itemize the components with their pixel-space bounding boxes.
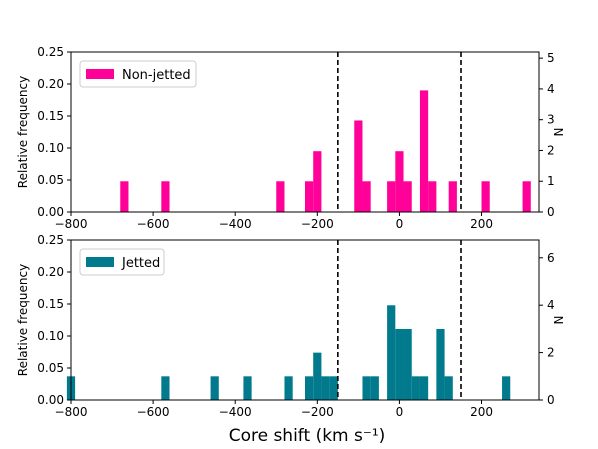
histogram-bar xyxy=(436,328,445,400)
x-tick-label: −600 xyxy=(137,405,170,419)
x-tick-label: 200 xyxy=(470,405,493,419)
histogram-bar xyxy=(428,181,437,212)
y-tick-label: 0.10 xyxy=(37,329,64,343)
histogram-bar xyxy=(448,181,457,212)
y2-tick-label: 4 xyxy=(547,298,555,312)
y2-tick-label: 4 xyxy=(547,82,555,96)
x-tick-label: −400 xyxy=(219,217,252,231)
histogram-bar xyxy=(387,305,396,400)
histogram-bar xyxy=(403,328,412,400)
y2-tick-label: 1 xyxy=(547,174,555,188)
y-tick-label: 0.05 xyxy=(37,361,64,375)
x-tick-label: −400 xyxy=(219,405,252,419)
histogram-bar xyxy=(395,151,404,212)
y2-axis-label: N xyxy=(552,316,566,325)
y-tick-label: 0.15 xyxy=(37,109,64,123)
legend-label: Non-jetted xyxy=(122,68,191,83)
non-jetted-panel: −800 −600 −400 −200 0 200 0.00 0.05 0.10 0.15 0.20… xyxy=(16,45,566,231)
histogram-bar xyxy=(522,181,531,212)
histogram-bar xyxy=(362,376,371,400)
x-tick-label: −600 xyxy=(137,217,170,231)
y-tick-label: 0.20 xyxy=(37,265,64,279)
histogram-bar xyxy=(419,90,429,212)
histogram-bar xyxy=(276,181,285,212)
y-axis-label: Relative frequency xyxy=(16,264,30,376)
histogram-bar xyxy=(354,120,363,212)
y-tick-label: 0.00 xyxy=(37,205,64,219)
y2-tick-label: 0 xyxy=(547,393,555,407)
y2-tick-label: 3 xyxy=(547,113,555,127)
histogram-bar xyxy=(120,181,129,212)
legend-box xyxy=(79,248,165,276)
y-axis-label: Relative frequency xyxy=(16,76,30,188)
x-tick-label: −200 xyxy=(301,217,334,231)
legend-swatch xyxy=(86,257,114,267)
axes-frame xyxy=(70,51,540,213)
legend-box xyxy=(79,60,197,88)
y-tick-label: 0.05 xyxy=(37,173,64,187)
y2-tick-label: 6 xyxy=(547,251,555,265)
y2-tick-label: 5 xyxy=(547,51,555,65)
histogram-bar xyxy=(502,376,511,400)
histogram-bar xyxy=(161,376,170,400)
y-tick-label: 0.25 xyxy=(37,233,64,247)
histogram-bar xyxy=(321,376,330,400)
histogram-bar xyxy=(370,376,379,400)
histogram-bar xyxy=(444,376,453,400)
y2-tick-label: 2 xyxy=(547,346,555,360)
jetted-panel: −800 −600 −400 −200 0 200 0.00 0.05 0.10 0.15 0.20… xyxy=(16,233,566,419)
histogram-bar xyxy=(362,181,371,212)
y-tick-label: 0.15 xyxy=(37,297,64,311)
histogram-bar xyxy=(210,376,219,400)
histogram-bar xyxy=(419,376,429,400)
y2-axis-label: N xyxy=(552,128,566,137)
axes-frame xyxy=(70,239,540,401)
histogram-bar xyxy=(481,181,490,212)
y-tick-label: 0.00 xyxy=(37,393,64,407)
x-tick-label: −800 xyxy=(55,217,88,231)
histogram-bar xyxy=(305,376,314,400)
histogram-bar xyxy=(411,376,420,400)
x-tick-label: 0 xyxy=(396,405,404,419)
x-tick-label: 0 xyxy=(396,217,404,231)
y-tick-label: 0.20 xyxy=(37,77,64,91)
y2-tick-label: 2 xyxy=(547,143,555,157)
y-tick-label: 0.10 xyxy=(37,141,64,155)
y-tick-label: 0.25 xyxy=(37,45,64,59)
histogram-bar xyxy=(395,328,404,400)
histogram-bar xyxy=(243,376,252,400)
x-tick-label: −200 xyxy=(301,405,334,419)
histogram-bar xyxy=(313,352,322,400)
histogram-bar xyxy=(329,376,338,400)
histogram-bar xyxy=(161,181,170,212)
histogram-bar xyxy=(313,151,322,212)
histogram-bar xyxy=(387,181,396,212)
x-tick-label: 200 xyxy=(470,217,493,231)
histogram-bar xyxy=(305,181,314,212)
histogram-bar xyxy=(284,376,293,400)
x-axis-label: Core shift (km s⁻¹) xyxy=(229,426,386,446)
legend-label: Jetted xyxy=(121,256,160,271)
x-tick-label: −800 xyxy=(55,405,88,419)
histogram-bar xyxy=(403,181,412,212)
legend-swatch xyxy=(86,69,114,79)
y2-tick-label: 0 xyxy=(547,205,555,219)
